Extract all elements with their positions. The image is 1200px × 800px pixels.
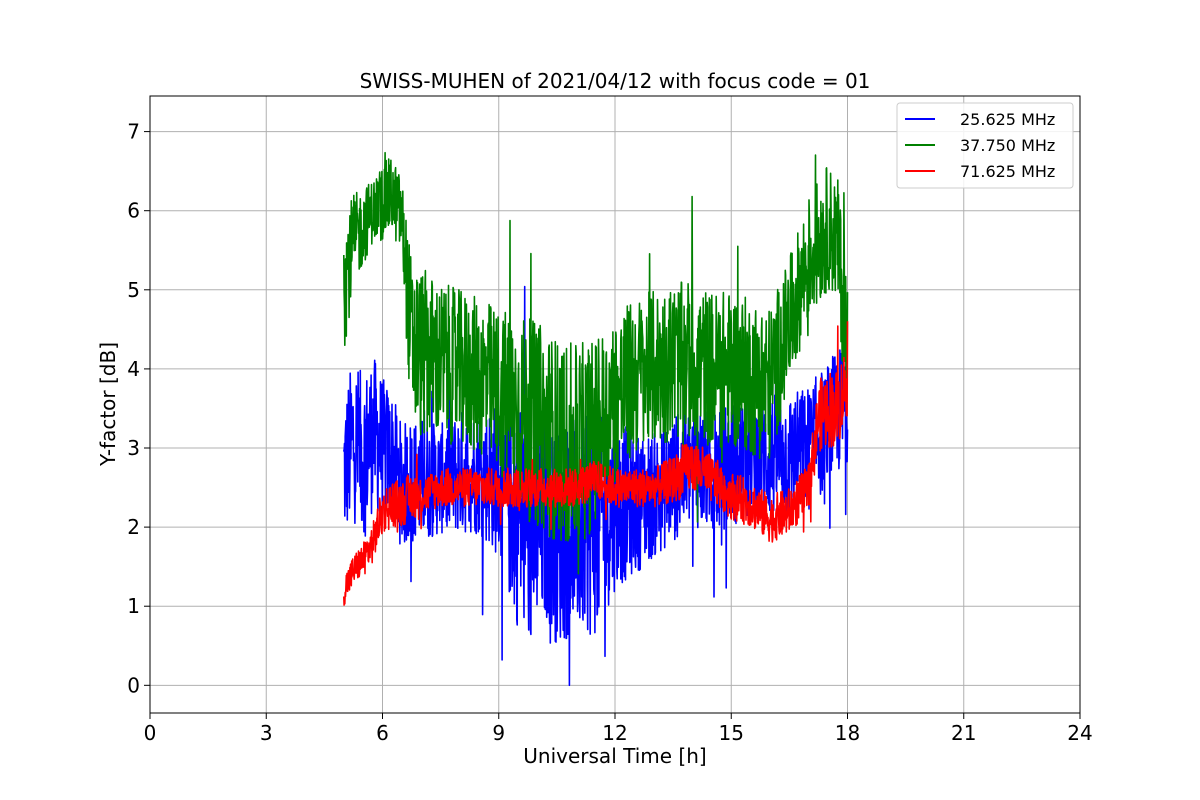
legend-entry: 37.750 MHz bbox=[960, 136, 1055, 155]
x-tick-label: 21 bbox=[951, 721, 976, 745]
legend-entry: 25.625 MHz bbox=[960, 110, 1055, 129]
y-tick-label: 4 bbox=[127, 357, 140, 381]
y-tick-label: 6 bbox=[127, 199, 140, 223]
chart-title: SWISS-MUHEN of 2021/04/12 with focus cod… bbox=[360, 69, 871, 93]
y-tick-label: 5 bbox=[127, 278, 140, 302]
y-tick-label: 2 bbox=[127, 515, 140, 539]
traces bbox=[343, 151, 849, 687]
y-tick-label: 1 bbox=[127, 594, 140, 618]
y-ticks: 0 1 2 3 4 5 6 7 bbox=[127, 120, 150, 697]
legend-entry: 71.625 MHz bbox=[960, 162, 1055, 181]
x-tick-label: 9 bbox=[492, 721, 505, 745]
y-tick-label: 0 bbox=[127, 673, 140, 697]
y-tick-label: 7 bbox=[127, 120, 140, 144]
legend: 25.625 MHz 37.750 MHz 71.625 MHz bbox=[896, 102, 1074, 189]
x-tick-label: 15 bbox=[719, 721, 744, 745]
x-ticks: 0 3 6 9 12 15 18 21 24 bbox=[144, 713, 1093, 745]
x-tick-label: 0 bbox=[144, 721, 157, 745]
x-tick-label: 12 bbox=[602, 721, 627, 745]
series-line bbox=[343, 321, 849, 606]
x-tick-label: 3 bbox=[260, 721, 273, 745]
x-tick-label: 24 bbox=[1067, 721, 1092, 745]
x-axis-label: Universal Time [h] bbox=[523, 744, 706, 768]
x-tick-label: 18 bbox=[835, 721, 860, 745]
y-axis-label: Y-factor [dB] bbox=[96, 342, 120, 467]
y-tick-label: 3 bbox=[127, 436, 140, 460]
series-line bbox=[343, 151, 849, 575]
x-tick-label: 6 bbox=[376, 721, 389, 745]
legend-box bbox=[896, 102, 1074, 189]
